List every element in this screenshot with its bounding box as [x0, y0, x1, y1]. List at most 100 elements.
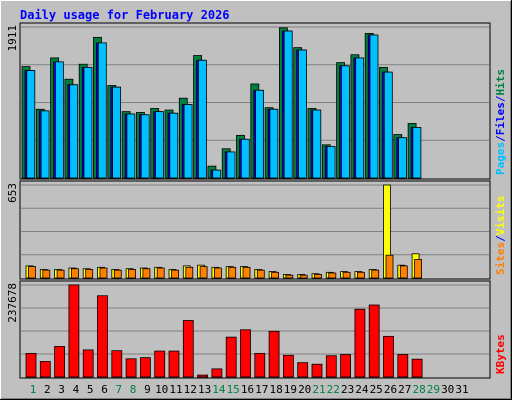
x-tick-label: 9 — [144, 383, 151, 396]
x-tick-label: 26 — [384, 383, 397, 396]
bar-pages — [412, 127, 422, 179]
bar-sites — [28, 266, 36, 279]
bar-kbytes — [154, 350, 166, 378]
bar-pages — [269, 108, 279, 179]
bar-sites — [242, 266, 251, 279]
bar-pages — [226, 151, 236, 179]
bar-pages — [26, 70, 36, 179]
legend-item: Visits — [494, 196, 507, 236]
x-tick-label: 22 — [327, 383, 340, 396]
x-tick-label: 11 — [169, 383, 182, 396]
bar-sites — [285, 274, 294, 279]
bar-pages — [398, 137, 408, 179]
legend-item: / — [494, 95, 507, 102]
bars — [25, 284, 423, 378]
bar-sites — [399, 265, 408, 279]
bar-sites — [228, 266, 237, 279]
bar-pages — [283, 30, 293, 179]
bar-pages — [383, 71, 393, 179]
bar-pages — [240, 138, 250, 179]
bar-sites — [271, 271, 280, 279]
bar-kbytes — [297, 362, 309, 378]
bar-kbytes — [111, 350, 123, 378]
x-tick-label: 27 — [398, 383, 411, 396]
bar-pages — [83, 66, 93, 179]
bar-sites — [128, 269, 137, 279]
x-tick-label: 29 — [427, 383, 440, 396]
legend-item: / — [494, 235, 507, 242]
x-tick-label: 13 — [198, 383, 211, 396]
bar-kbytes — [54, 346, 65, 378]
panel-sites-visits: 653 Sites/Visits — [6, 180, 507, 280]
bar-sites — [256, 269, 265, 279]
bar-kbytes — [68, 284, 80, 378]
bar-pages — [155, 111, 164, 179]
bar-sites — [371, 269, 380, 279]
panel-legend: KBytes — [494, 334, 507, 374]
bar-kbytes — [225, 336, 237, 378]
x-tick-label: 7 — [115, 383, 122, 396]
x-tick-label: 25 — [370, 383, 383, 396]
x-tick-label: 12 — [184, 383, 197, 396]
bar-sites — [156, 267, 165, 279]
legend-item: Files — [494, 102, 507, 135]
bar-sites — [71, 268, 79, 279]
bar-kbytes — [25, 352, 37, 378]
bar-sites — [99, 267, 108, 279]
bar-kbytes — [254, 352, 266, 378]
bar-kbytes — [240, 329, 251, 378]
x-tick-label: 5 — [87, 383, 94, 396]
bar-sites — [356, 271, 365, 279]
legend-item: Pages — [494, 142, 507, 175]
bar-pages — [355, 57, 365, 179]
y-max-label: 1911 — [6, 25, 19, 52]
bar-pages — [255, 89, 265, 179]
bar-sites — [199, 266, 208, 279]
panel-legend: Sites/Visits — [494, 196, 507, 276]
bar-kbytes — [139, 357, 151, 378]
bar-kbytes — [397, 354, 409, 378]
y-max-label: 237678 — [6, 283, 19, 323]
bar-kbytes — [197, 374, 209, 378]
legend-item: Sites — [494, 242, 507, 275]
x-tick-label: 14 — [212, 383, 226, 396]
bar-kbytes — [97, 295, 108, 378]
legend-item: / — [494, 135, 507, 142]
x-tick-label: 3 — [58, 383, 65, 396]
bar-kbytes — [311, 363, 323, 378]
x-tick-label: 20 — [298, 383, 311, 396]
bar-sites — [42, 269, 51, 279]
bar-sites — [213, 267, 222, 279]
bar-sites — [299, 274, 308, 279]
bar-kbytes — [282, 354, 294, 378]
bar-sites — [171, 269, 179, 279]
x-tick-label: 24 — [355, 383, 369, 396]
bar-kbytes — [325, 355, 337, 378]
bar-pages — [112, 86, 121, 179]
bar-sites — [385, 254, 394, 279]
bar-pages — [312, 109, 322, 179]
panel-legend: Pages/Files/Hits — [494, 69, 507, 175]
x-tick-label: 17 — [255, 383, 268, 396]
chart-title: Daily usage for February 2026 — [20, 8, 230, 22]
bar-kbytes — [125, 358, 137, 378]
bar-pages — [212, 169, 222, 179]
bar-kbytes — [82, 349, 94, 378]
bar-kbytes — [340, 354, 352, 378]
bar-kbytes — [211, 368, 223, 378]
bar-kbytes — [168, 350, 180, 378]
x-tick-label: 21 — [312, 383, 325, 396]
bar-sites — [142, 268, 151, 279]
bar-kbytes — [39, 361, 51, 378]
x-axis-day-labels: 1 2 3 4 5 6 7 8 9 10 11 12 13 14 15 16 17 18 19 20 21 22 23 24 2… — [30, 383, 469, 396]
bar-pages — [97, 42, 107, 179]
legend-item: Hits — [494, 69, 507, 96]
bar-kbytes — [411, 358, 423, 378]
y-max-label: 653 — [6, 183, 19, 203]
bar-sites — [85, 269, 94, 279]
bar-kbytes — [268, 330, 280, 378]
x-tick-label: 23 — [341, 383, 354, 396]
